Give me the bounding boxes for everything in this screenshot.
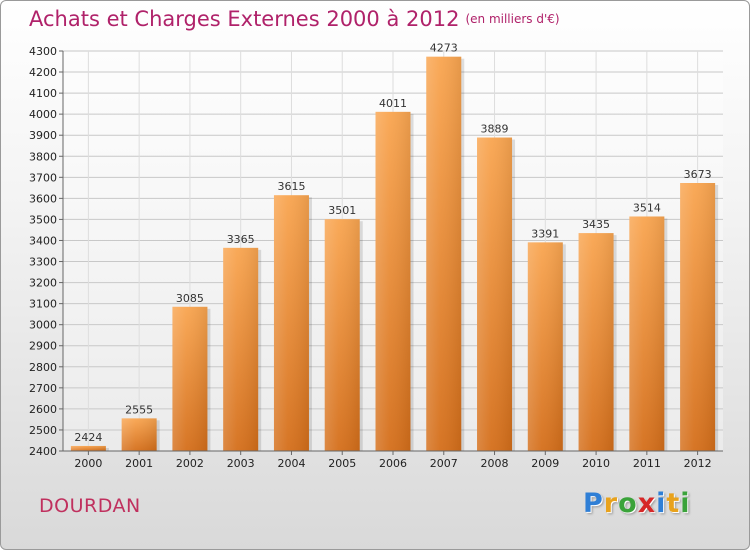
- y-tick-label: 3000: [29, 319, 57, 332]
- y-tick-label: 3400: [29, 234, 57, 247]
- logo-letter: t: [666, 488, 681, 519]
- x-tick-label: 2004: [277, 457, 305, 470]
- data-label: 3501: [328, 204, 356, 217]
- y-tick-label: 4000: [29, 108, 57, 121]
- bar-highlight: [426, 56, 462, 452]
- bar-highlight: [324, 219, 360, 451]
- y-tick-label: 3100: [29, 298, 57, 311]
- y-tick-label: 4100: [29, 87, 57, 100]
- city-name: DOURDAN: [39, 495, 141, 517]
- y-tick-label: 4300: [29, 45, 57, 58]
- bars: [70, 56, 719, 452]
- data-label: 3889: [481, 123, 509, 136]
- labels: 2400 2500 2600 2700 2800 2900 3000 3100 3200 3300…: [29, 42, 712, 470]
- data-label: 3673: [684, 168, 712, 181]
- data-label: 4011: [379, 97, 407, 110]
- bar-highlight: [629, 216, 665, 451]
- y-tick-label: 3600: [29, 192, 57, 205]
- chart-unit: (en milliers d'€): [465, 12, 560, 26]
- bar-highlight: [680, 183, 716, 451]
- logo-letter: r: [603, 488, 619, 519]
- x-tick-label: 2009: [531, 457, 559, 470]
- y-tick-label: 3500: [29, 213, 57, 226]
- data-label: 3391: [531, 227, 559, 240]
- data-label: 3615: [277, 180, 305, 193]
- x-tick-label: 2003: [227, 457, 255, 470]
- bar-highlight: [477, 137, 513, 452]
- logo-letter: o: [618, 488, 638, 519]
- chart-title-text: Achats et Charges Externes 2000 à 2012: [29, 7, 460, 31]
- x-tick-label: 2002: [176, 457, 204, 470]
- data-label: 3435: [582, 218, 610, 231]
- axes: [59, 50, 723, 455]
- x-tick-label: 2005: [328, 457, 356, 470]
- bar-highlight: [578, 233, 614, 451]
- logo-letter: i: [656, 488, 667, 519]
- y-tick-label: 2900: [29, 340, 57, 353]
- x-tick-label: 2000: [74, 457, 102, 470]
- x-tick-label: 2010: [582, 457, 610, 470]
- y-tick-label: 2800: [29, 361, 57, 374]
- data-label: 4273: [430, 42, 458, 55]
- logo-letter: x: [637, 488, 657, 519]
- x-tick-label: 2007: [430, 457, 458, 470]
- y-tick-label: 3800: [29, 150, 57, 163]
- x-tick-label: 2011: [633, 457, 661, 470]
- x-tick-label: 2012: [684, 457, 712, 470]
- bar-highlight: [121, 418, 157, 451]
- data-label: 3365: [227, 233, 255, 246]
- bar-highlight: [527, 242, 563, 451]
- y-tick-label: 4200: [29, 66, 57, 79]
- data-label: 3514: [633, 201, 661, 214]
- x-tick-label: 2001: [125, 457, 153, 470]
- bar-highlight: [70, 445, 106, 451]
- proxiti-logo[interactable]: Proxiti: [583, 488, 691, 519]
- x-tick-label: 2008: [481, 457, 509, 470]
- bar-highlight: [223, 247, 259, 451]
- y-tick-label: 3300: [29, 256, 57, 269]
- y-tick-label: 2700: [29, 382, 57, 395]
- y-tick-label: 2500: [29, 424, 57, 437]
- chart-title: Achats et Charges Externes 2000 à 2012 (e…: [29, 7, 560, 31]
- data-label: 2424: [74, 431, 102, 444]
- data-label: 2555: [125, 403, 153, 416]
- bar-highlight: [375, 111, 411, 451]
- data-label: 3085: [176, 292, 204, 305]
- logo-letter: i: [680, 488, 691, 519]
- logo-letter: P: [583, 488, 604, 519]
- bar-highlight: [172, 306, 208, 451]
- y-tick-label: 3200: [29, 277, 57, 290]
- y-tick-label: 2400: [29, 445, 57, 458]
- y-tick-label: 3900: [29, 129, 57, 142]
- bar-highlight: [273, 195, 309, 451]
- y-tick-label: 3700: [29, 171, 57, 184]
- y-tick-label: 2600: [29, 403, 57, 416]
- x-tick-label: 2006: [379, 457, 407, 470]
